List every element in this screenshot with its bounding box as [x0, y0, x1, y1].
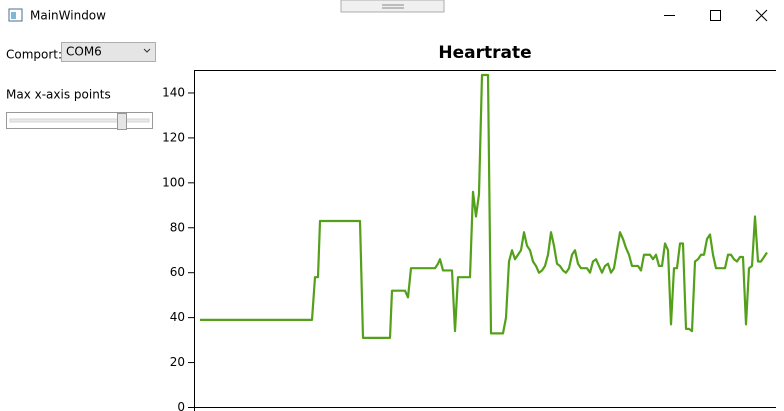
- close-button[interactable]: [755, 9, 768, 22]
- window-icon-inner: [11, 12, 16, 19]
- slider-thumb[interactable]: [117, 113, 127, 130]
- y-tick-label: 140: [162, 85, 185, 99]
- y-tick-label: 20: [170, 355, 185, 369]
- window-title: MainWindow: [30, 9, 106, 23]
- comport-value: COM6: [66, 45, 102, 59]
- y-tick-label: 60: [170, 265, 185, 279]
- chart-title: Heartrate: [438, 43, 531, 63]
- y-tick-label: 100: [162, 175, 185, 189]
- slider-focus: [6, 112, 153, 129]
- grab-tab[interactable]: [340, 0, 445, 13]
- y-tick-label: 0: [177, 400, 185, 411]
- slider-track: [9, 118, 150, 123]
- y-tick-label: 80: [170, 220, 185, 234]
- window-icon: [8, 8, 23, 22]
- comport-combo[interactable]: [61, 42, 156, 62]
- comport-label: Comport:: [6, 48, 62, 62]
- y-tick-label: 120: [162, 130, 185, 144]
- combo-arrow: [143, 48, 151, 53]
- y-tick-label: 40: [170, 310, 185, 324]
- slider-label: Max x-axis points: [6, 88, 111, 102]
- data-line: [200, 73, 768, 339]
- maximize-button[interactable]: [710, 10, 721, 21]
